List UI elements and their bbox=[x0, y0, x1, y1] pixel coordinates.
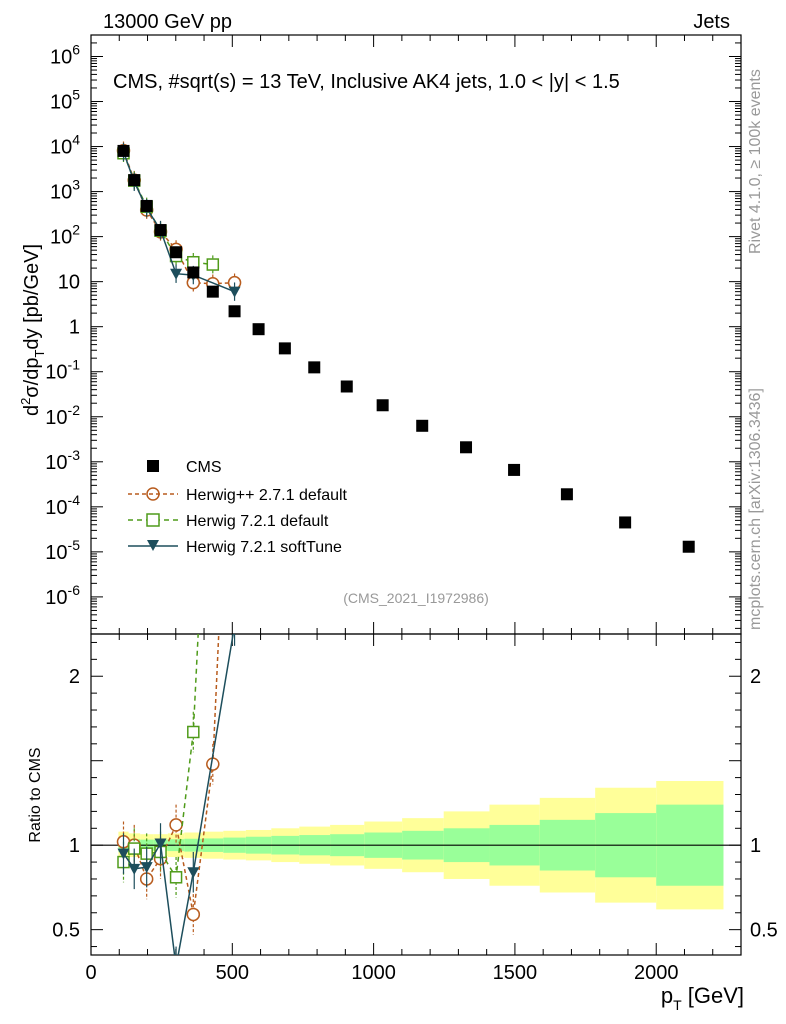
y-tick-label: 106 bbox=[50, 41, 80, 68]
y-tick-label: 103 bbox=[50, 177, 80, 204]
data-point-cms bbox=[170, 246, 183, 259]
y-tick-label: 1 bbox=[69, 317, 80, 339]
chart-title: CMS, #sqrt(s) = 13 TeV, Inclusive AK4 je… bbox=[113, 71, 620, 93]
ratio-y-axis-label: Ratio to CMS bbox=[27, 747, 44, 842]
data-point-cms bbox=[206, 285, 219, 298]
y-tick-label: 10-6 bbox=[45, 582, 80, 609]
ratio-point-herwig-7-2-1-softtune bbox=[154, 838, 167, 850]
data-point-cms bbox=[117, 144, 130, 157]
ratio-y-tick-label-right: 0.5 bbox=[750, 920, 778, 942]
data-point-cms bbox=[460, 441, 473, 454]
main-series-group bbox=[116, 141, 695, 553]
data-point-cms bbox=[252, 323, 265, 336]
ratio-point-herwig-7-2-1-default bbox=[169, 871, 183, 884]
ratio-y-tick-label: 2 bbox=[69, 666, 80, 688]
data-point-cms bbox=[128, 174, 141, 187]
legend-entry-cms: CMS bbox=[147, 459, 222, 476]
data-point-cms bbox=[416, 419, 429, 432]
data-point-cms bbox=[682, 540, 695, 553]
data-point-cms bbox=[140, 199, 153, 212]
x-tick-label: 500 bbox=[216, 962, 249, 984]
rivet-version-label: Rivet 4.1.0, ≥ 100k events bbox=[747, 69, 764, 254]
ratio-line-herwig-7-2-1-softtune bbox=[122, 634, 234, 955]
ratio-y-tick-label: 1 bbox=[69, 835, 80, 857]
data-point-herwig-7-2-1-softtune bbox=[228, 286, 241, 298]
ratio-series-group bbox=[116, 333, 241, 973]
ratio-point-herwig-7-2-1-softtune bbox=[128, 863, 141, 875]
y-tick-label: 10-1 bbox=[45, 357, 80, 384]
ratio-point-herwig-2-7-1-default bbox=[169, 818, 183, 832]
y-tick-label: 10 bbox=[58, 272, 80, 294]
legend-entry-herwig-721-softtune: Herwig 7.2.1 softTune bbox=[128, 539, 342, 556]
data-point-cms bbox=[619, 516, 632, 529]
x-tick-label: 1500 bbox=[493, 962, 538, 984]
header-right: Jets bbox=[693, 11, 730, 33]
x-axis-label: pT [GeV] bbox=[661, 983, 744, 1013]
y-tick-label: 104 bbox=[50, 132, 80, 159]
data-point-herwig-7-2-1-softtune bbox=[170, 268, 183, 280]
ratio-point-herwig-7-2-1-default bbox=[207, 333, 218, 344]
x-tick-label: 2000 bbox=[634, 962, 679, 984]
x-tick-label: 0 bbox=[85, 962, 96, 984]
ratio-line-herwig-7-2-1-default bbox=[122, 634, 199, 880]
ratio-point-herwig-7-2-1-softtune bbox=[170, 962, 182, 973]
legend-label-herwig-721-default: Herwig 7.2.1 default bbox=[186, 513, 329, 530]
analysis-label: (CMS_2021_I1972986) bbox=[343, 590, 489, 606]
y-axis-label: d2σ/dpTdy [pb/GeV] bbox=[18, 244, 47, 416]
y-tick-label: 105 bbox=[50, 87, 80, 114]
series-line-herwig-7-2-1-default bbox=[122, 152, 213, 266]
data-point-cms bbox=[308, 361, 321, 374]
data-point-herwig-7-2-1-default bbox=[206, 258, 220, 271]
y-tick-label: 10-3 bbox=[45, 447, 80, 474]
ratio-point-herwig-7-2-1-softtune bbox=[117, 848, 130, 860]
legend-label-herwigpp-271: Herwig++ 2.7.1 default bbox=[186, 487, 348, 504]
ratio-point-herwig-7-2-1-default bbox=[187, 725, 200, 739]
y-tick-label: 10-5 bbox=[45, 537, 80, 564]
data-point-cms bbox=[187, 266, 200, 279]
ratio-y-tick-label-right: 2 bbox=[750, 666, 761, 688]
ratio-point-herwig-7-2-1-softtune bbox=[229, 621, 241, 632]
legend-entry-herwigpp-271: Herwig++ 2.7.1 default bbox=[128, 487, 348, 504]
legend-label-cms: CMS bbox=[186, 459, 222, 476]
data-point-cms bbox=[560, 488, 573, 501]
data-point-cms bbox=[376, 399, 389, 412]
data-point-cms bbox=[340, 380, 353, 393]
y-tick-label: 10-4 bbox=[45, 492, 80, 519]
legend: CMS Herwig++ 2.7.1 default Herwig 7.2.1 … bbox=[128, 459, 348, 556]
ratio-y-tick-label: 0.5 bbox=[52, 920, 80, 942]
x-tick-label: 1000 bbox=[351, 962, 396, 984]
data-point-cms bbox=[278, 342, 291, 355]
data-point-cms bbox=[154, 224, 167, 237]
ratio-point-herwig-2-7-1-default bbox=[186, 907, 201, 922]
ratio-point-herwig-7-2-1-softtune bbox=[140, 862, 153, 874]
data-point-cms bbox=[508, 463, 521, 476]
ratio-y-tick-label-right: 1 bbox=[750, 835, 761, 857]
y-tick-label: 10-2 bbox=[45, 402, 80, 429]
ratio-point-herwig-7-2-1-softtune bbox=[187, 867, 200, 879]
data-point-cms bbox=[228, 305, 241, 318]
legend-entry-herwig-721-default: Herwig 7.2.1 default bbox=[128, 513, 329, 530]
header-left: 13000 GeV pp bbox=[103, 11, 232, 33]
legend-label-herwig-721-softtune: Herwig 7.2.1 softTune bbox=[186, 539, 342, 556]
mcplots-label: mcplots.cern.ch [arXiv:1306.3436] bbox=[747, 388, 764, 630]
y-tick-label: 102 bbox=[50, 222, 80, 249]
